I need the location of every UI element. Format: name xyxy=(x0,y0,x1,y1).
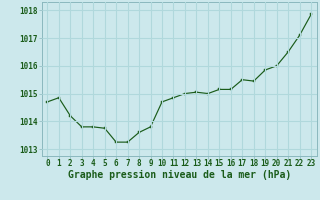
X-axis label: Graphe pression niveau de la mer (hPa): Graphe pression niveau de la mer (hPa) xyxy=(68,170,291,180)
